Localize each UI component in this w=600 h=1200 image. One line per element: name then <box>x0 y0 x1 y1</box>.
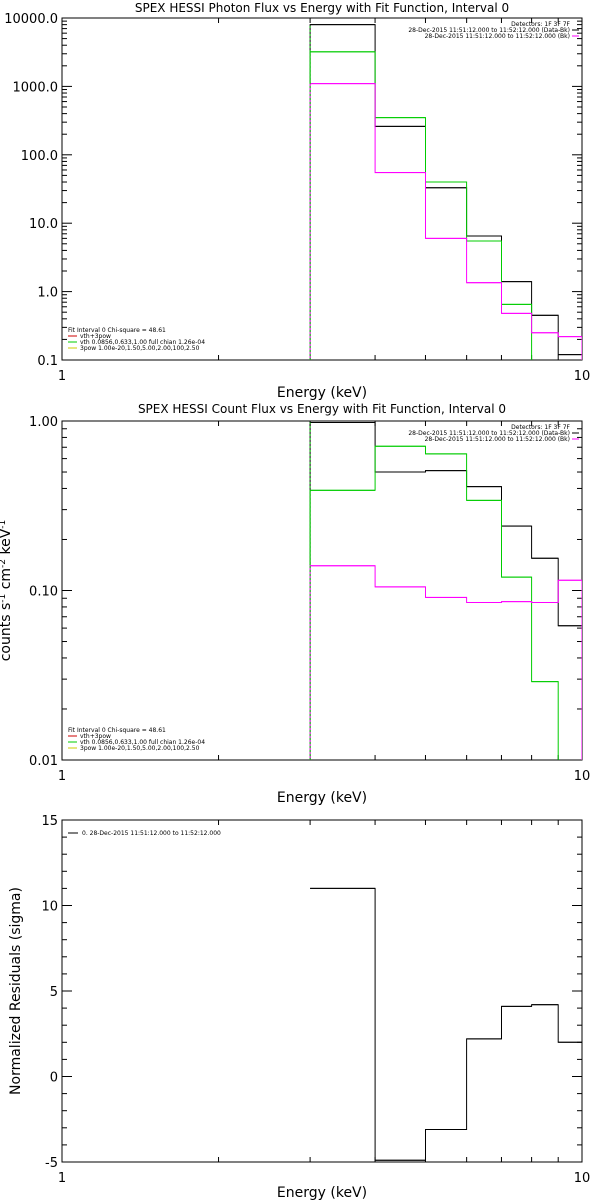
y-axis-label: counts s-1 cm-2 keV-1 <box>0 520 14 662</box>
legend-bottomleft-entry: Fit Interval 0 Chi-square = 48.61 <box>68 727 166 734</box>
y-axis-label-unit: -1 <box>0 594 8 603</box>
x-tick-label: 1 <box>58 1171 66 1186</box>
legend-topright-entry: 28-Dec-2015 11:51:12.000 to 11:52:12.000… <box>408 430 570 437</box>
x-tick-label: 10 <box>574 769 591 784</box>
legend-topright-entry: Detectors: 1F 3F 7F <box>511 424 570 431</box>
series-line-1 <box>309 24 582 360</box>
legend-bottomleft-entry: 3pow 1.00e-20,1.50,5.00,2.00,100,2.50 <box>80 745 200 752</box>
series-group <box>309 421 582 760</box>
series-group <box>310 887 582 1161</box>
y-tick-label: -5 <box>45 1156 58 1171</box>
x-tick-label: 1 <box>58 769 66 784</box>
y-tick-label: 5 <box>50 985 58 1000</box>
legend-bottomleft-entry: 3pow 1.00e-20,1.50,5.00,2.00,100,2.50 <box>80 345 200 352</box>
plot-frame <box>61 420 583 761</box>
panel-2: SPEX HESSI Count Flux vs Energy with Fit… <box>0 402 591 806</box>
x-tick-label: 10 <box>574 1171 591 1186</box>
x-axis-label: Energy (keV) <box>277 1185 367 1200</box>
y-axis-label-unit: -1 <box>0 520 8 529</box>
y-axis-label-unit: -2 <box>0 559 8 568</box>
y-tick-label: 10000.0 <box>4 12 58 27</box>
plot-frame <box>61 819 583 1163</box>
y-tick-label: 0.01 <box>29 754 58 769</box>
y-tick-label: 1.0 <box>37 286 58 301</box>
legend-topright-entry: 28-Dec-2015 11:51:12.000 to 11:52:12.000… <box>425 436 570 443</box>
series-line-3 <box>309 83 582 360</box>
legend-bottomleft-entry: vth+3pow <box>80 333 111 340</box>
legend-bottomleft-entry: Fit Interval 0 Chi-square = 48.61 <box>68 327 166 334</box>
y-tick-label: 10 <box>41 900 58 915</box>
legend-topleft-entry: 0. 28-Dec-2015 11:51:12.000 to 11:52:12.… <box>82 830 221 837</box>
y-axis-label-base: Normalized Residuals (sigma) <box>8 887 24 1095</box>
y-tick-label: 0.10 <box>29 585 58 600</box>
series-group <box>309 24 582 360</box>
series-line-1 <box>310 887 582 1161</box>
y-axis-label-unit: keV <box>0 528 14 559</box>
y-axis-label-unit: cm <box>0 568 14 594</box>
x-axis-label: Energy (keV) <box>277 385 367 401</box>
series-line-2 <box>309 51 533 360</box>
y-tick-label: 0 <box>50 1071 58 1086</box>
x-tick-label: 1 <box>58 369 66 384</box>
legend-bottomleft-entry: vth 0.0856,0.633,1.00 full chian 1.26e-0… <box>80 339 205 346</box>
chart-title: SPEX HESSI Count Flux vs Energy with Fit… <box>138 402 506 416</box>
x-axis-label: Energy (keV) <box>277 790 367 806</box>
legend-bottomleft-entry: vth+3pow <box>80 733 111 740</box>
panel-3: Energy (keV) 1 10 15 10 5 0 -5 Normalized Residu… <box>8 814 590 1200</box>
plot-frame <box>61 17 583 361</box>
legend-topright-entry: Detectors: 1F 3F 7F <box>511 21 570 28</box>
legend-bottomleft-entry: vth 0.0856,0.633,1.00 full chian 1.26e-0… <box>80 739 205 746</box>
y-tick-label: 100.0 <box>21 149 58 164</box>
y-axis-label-base: counts s <box>0 603 14 662</box>
legend-topright-entry: 28-Dec-2015 11:51:12.000 to 11:52:12.000… <box>425 33 570 40</box>
chart-title: SPEX HESSI Photon Flux vs Energy with Fi… <box>135 1 509 15</box>
y-tick-label: 1000.0 <box>13 80 59 95</box>
series-line-1 <box>309 422 582 760</box>
series-line-2 <box>309 445 559 760</box>
x-tick-label: 10 <box>574 369 591 384</box>
series-line-3 <box>309 565 582 760</box>
y-axis-label: Normalized Residuals (sigma) <box>8 887 24 1095</box>
y-tick-label: 1.00 <box>29 415 58 430</box>
y-tick-label: 10.0 <box>29 217 58 232</box>
panel-1: SPEX HESSI Photon Flux vs Energy with Fi… <box>4 1 590 401</box>
legend-topright-entry: 28-Dec-2015 11:51:12.000 to 11:52:12.000… <box>408 27 570 34</box>
y-tick-label: 0.1 <box>37 354 58 369</box>
y-tick-label: 15 <box>41 814 58 829</box>
